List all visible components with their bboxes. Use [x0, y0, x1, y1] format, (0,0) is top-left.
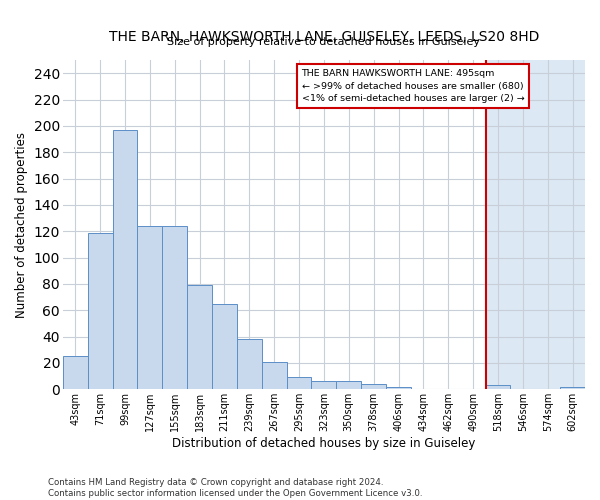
- Bar: [88, 232, 113, 390]
- Bar: [262, 362, 287, 390]
- Bar: [162, 226, 187, 390]
- Bar: [237, 339, 262, 390]
- Bar: [63, 356, 88, 390]
- Bar: [287, 378, 311, 390]
- Text: Contains HM Land Registry data © Crown copyright and database right 2024.
Contai: Contains HM Land Registry data © Crown c…: [48, 478, 422, 498]
- Bar: [137, 226, 162, 390]
- Bar: [485, 60, 585, 390]
- Bar: [311, 382, 337, 390]
- Bar: [361, 384, 386, 390]
- X-axis label: Distribution of detached houses by size in Guiseley: Distribution of detached houses by size …: [172, 437, 476, 450]
- Title: THE BARN, HAWKSWORTH LANE, GUISELEY, LEEDS, LS20 8HD: THE BARN, HAWKSWORTH LANE, GUISELEY, LEE…: [109, 30, 539, 44]
- Bar: [560, 386, 585, 390]
- Bar: [337, 382, 361, 390]
- Bar: [113, 130, 137, 390]
- Bar: [485, 386, 511, 390]
- Bar: [386, 386, 411, 390]
- Bar: [212, 304, 237, 390]
- Bar: [187, 285, 212, 390]
- Text: THE BARN HAWKSWORTH LANE: 495sqm
← >99% of detached houses are smaller (680)
<1%: THE BARN HAWKSWORTH LANE: 495sqm ← >99% …: [302, 69, 524, 103]
- Y-axis label: Number of detached properties: Number of detached properties: [15, 132, 28, 318]
- Text: Size of property relative to detached houses in Guiseley: Size of property relative to detached ho…: [167, 37, 481, 47]
